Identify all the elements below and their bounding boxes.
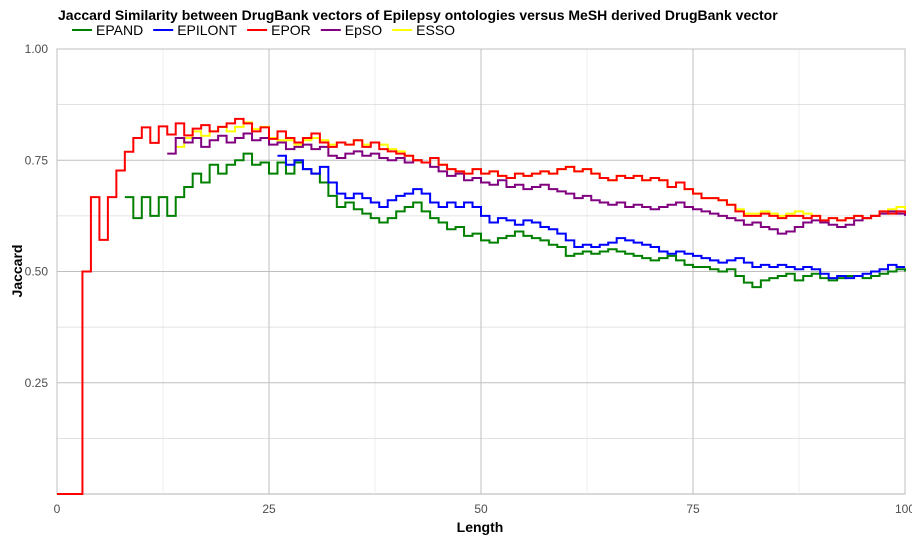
legend-label: EPILONT (177, 22, 237, 38)
y-tick-label: 0.25 (25, 376, 49, 390)
x-axis: 0 25 50 75 100 (54, 502, 912, 516)
x-tick-label: 0 (54, 502, 61, 516)
x-tick-label: 50 (474, 502, 488, 516)
chart-title: Jaccard Similarity between DrugBank vect… (58, 7, 778, 23)
y-tick-label: 1.00 (25, 42, 49, 56)
y-axis-title: Jaccard (9, 245, 25, 298)
legend-label: ESSO (416, 22, 455, 38)
x-tick-label: 25 (262, 502, 276, 516)
legend-label: EpSO (345, 22, 382, 38)
series-line-epilont (277, 154, 905, 280)
legend-label: EPAND (96, 22, 143, 38)
y-tick-label: 0.50 (25, 265, 49, 279)
x-tick-label: 100 (895, 502, 912, 516)
x-axis-title: Length (457, 519, 504, 535)
x-tick-label: 75 (686, 502, 700, 516)
series-line-epso (167, 132, 906, 235)
y-tick-label: 0.75 (25, 153, 49, 167)
y-axis: 0.25 0.50 0.75 1.00 (25, 42, 49, 390)
legend: EPAND EPILONT EPOR EpSO ESSO (72, 22, 455, 38)
series-line-epand (124, 152, 906, 289)
series-line-epor (57, 117, 906, 495)
legend-label: EPOR (271, 22, 311, 38)
plot-area (56, 48, 906, 495)
series-lines (57, 117, 906, 495)
